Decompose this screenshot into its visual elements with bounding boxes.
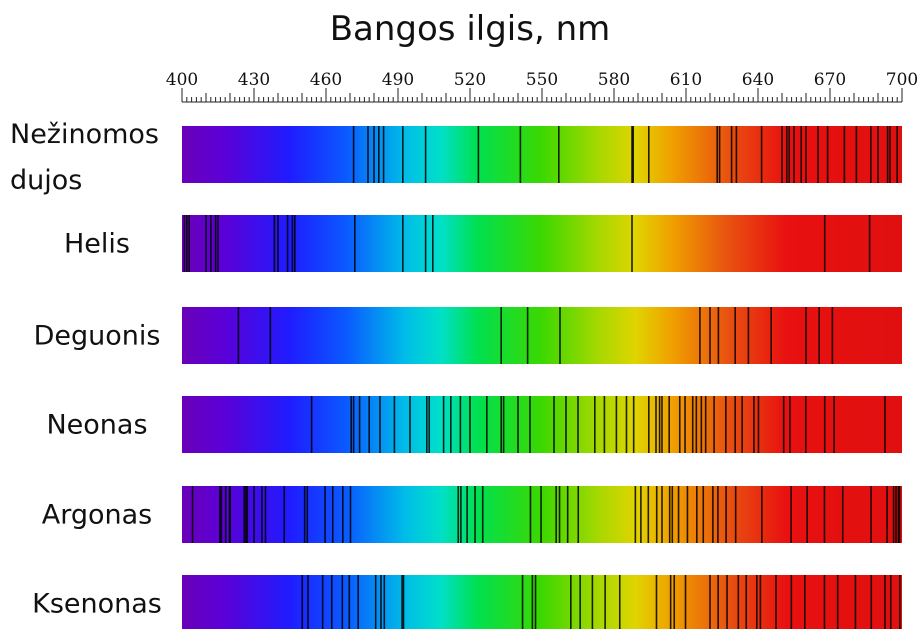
spectrum-bar xyxy=(182,307,902,364)
x-tick-label: 460 xyxy=(310,70,342,90)
row-label-line: dujos xyxy=(10,165,82,196)
spectrum-row: Ksenonas xyxy=(32,575,902,629)
row-label: Helis xyxy=(64,229,130,260)
spectrum-row: Neonas xyxy=(46,396,902,453)
x-tick-label: 610 xyxy=(670,70,702,90)
spectrum-row: Argonas xyxy=(42,486,902,543)
spectrum-row: Helis xyxy=(64,215,902,272)
row-label: Deguonis xyxy=(34,321,161,352)
spectrum-bar xyxy=(182,215,902,272)
row-label: Neonas xyxy=(46,410,147,441)
x-tick-label: 520 xyxy=(454,70,486,90)
x-tick-label: 430 xyxy=(238,70,270,90)
x-tick-label: 670 xyxy=(814,70,846,90)
x-axis-title: Bangos ilgis, nm xyxy=(330,9,611,49)
spectrum-row: Nežinomos dujos xyxy=(10,119,902,196)
spectra-rows: Nežinomos dujos Helis Deguonis Neonas Argonas… xyxy=(10,119,902,629)
x-tick-label: 490 xyxy=(382,70,414,90)
wavelength-axis: 400 430 460 490 520 550 580 610 640 670 700 xyxy=(166,70,918,103)
row-label-line: Nežinomos xyxy=(10,119,159,150)
x-tick-label: 400 xyxy=(166,70,198,90)
x-tick-label: 700 xyxy=(886,70,918,90)
x-tick-label: 580 xyxy=(598,70,630,90)
row-label: Argonas xyxy=(42,500,152,531)
x-tick-label: 640 xyxy=(742,70,774,90)
spectrum-bar xyxy=(182,575,902,629)
spectrum-bar xyxy=(182,486,902,543)
spectrum-bar xyxy=(182,396,902,453)
row-label: Ksenonas xyxy=(32,589,162,620)
x-tick-label: 550 xyxy=(526,70,558,90)
spectrum-row: Deguonis xyxy=(34,307,902,364)
